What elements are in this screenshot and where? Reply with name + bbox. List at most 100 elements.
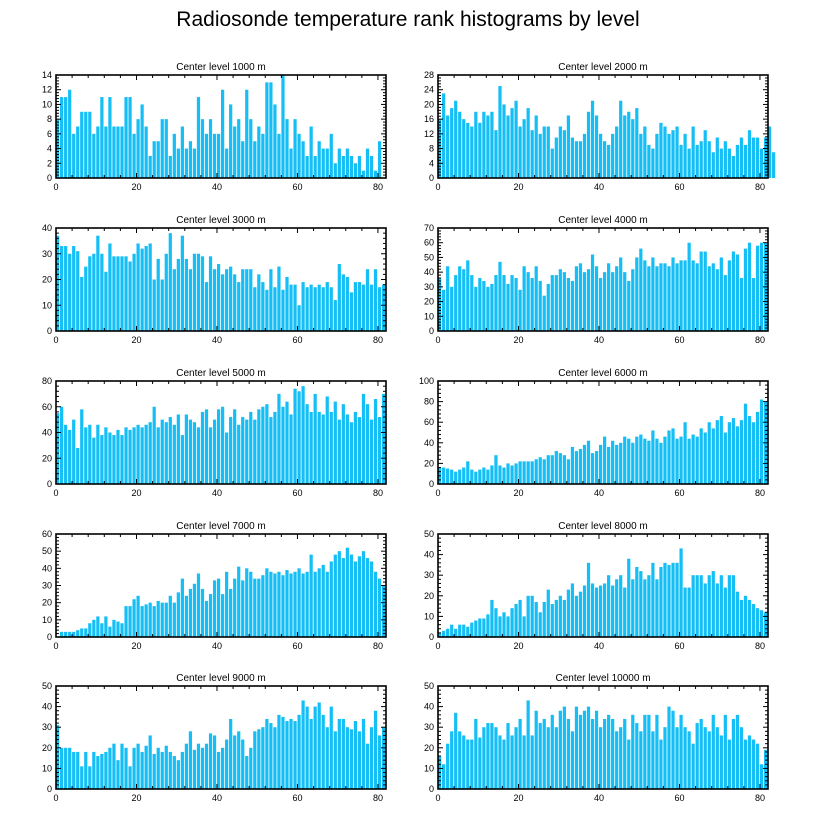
histogram-bar bbox=[450, 286, 454, 331]
histogram-bar bbox=[80, 628, 84, 637]
histogram-bar bbox=[647, 575, 651, 637]
histogram-bar bbox=[64, 97, 68, 178]
histogram-bar bbox=[349, 729, 354, 789]
histogram-bar bbox=[446, 743, 450, 789]
histogram-bar bbox=[574, 141, 579, 178]
histogram-bar bbox=[711, 152, 715, 178]
histogram-bar bbox=[623, 587, 627, 637]
histogram-bar bbox=[582, 272, 587, 331]
histogram-bar bbox=[586, 706, 591, 789]
histogram-bar bbox=[184, 258, 189, 331]
histogram-bar bbox=[112, 619, 116, 637]
histogram-bar bbox=[643, 714, 647, 789]
histogram-bar bbox=[759, 399, 764, 484]
histogram-bar bbox=[651, 731, 655, 789]
histogram-bar bbox=[719, 575, 723, 637]
histogram-bar bbox=[603, 718, 607, 789]
histogram-bar bbox=[751, 278, 756, 331]
histogram-bar bbox=[64, 246, 68, 331]
histogram-bar bbox=[305, 706, 309, 789]
histogram-bar bbox=[245, 568, 249, 637]
histogram-bar bbox=[550, 714, 554, 789]
histogram-bar bbox=[377, 735, 382, 789]
histogram-panel: Center level 4000 m 0 20 40 60 80 0 10 20 30 40 50 6… bbox=[424, 215, 769, 345]
plot-frame bbox=[55, 74, 387, 179]
histogram-panel: Center level 6000 m 0 20 40 60 80 0 20 40 60 80 100 bbox=[419, 368, 769, 498]
histogram-bar bbox=[643, 438, 647, 484]
histogram-bar bbox=[164, 602, 168, 637]
histogram-bar bbox=[241, 141, 245, 178]
histogram-bar bbox=[651, 148, 655, 178]
histogram-bar bbox=[333, 401, 337, 484]
histogram-bar bbox=[494, 275, 498, 331]
histogram-bar bbox=[233, 578, 237, 637]
x-tick-label: 20 bbox=[131, 793, 141, 803]
histogram-bar bbox=[144, 246, 148, 331]
histogram-bar bbox=[474, 620, 478, 637]
y-tick-label: 8 bbox=[47, 114, 52, 124]
histogram-bar bbox=[345, 414, 349, 484]
histogram-bar bbox=[241, 580, 245, 637]
plot-frame bbox=[437, 685, 769, 790]
x-tick-label: 40 bbox=[594, 793, 604, 803]
histogram-bar bbox=[486, 723, 490, 789]
histogram-bar bbox=[474, 111, 478, 178]
histogram-bar bbox=[747, 130, 752, 178]
histogram-bar bbox=[731, 718, 736, 789]
y-tick-label: 0 bbox=[47, 632, 52, 642]
panel-title: Center level 7000 m bbox=[176, 521, 266, 532]
histogram-bar bbox=[245, 269, 249, 331]
histogram-bar bbox=[446, 628, 450, 637]
histogram-bar bbox=[132, 747, 136, 789]
x-tick-label: 80 bbox=[755, 793, 765, 803]
histogram-bar bbox=[578, 141, 583, 178]
histogram-bar bbox=[333, 163, 337, 178]
histogram-bar bbox=[208, 733, 213, 789]
histogram-bar bbox=[603, 583, 607, 637]
histogram-bar bbox=[84, 751, 88, 789]
histogram-bar bbox=[128, 97, 132, 178]
y-tick-label: 60 bbox=[424, 238, 434, 248]
histogram-bar bbox=[715, 420, 719, 484]
histogram-bar bbox=[305, 287, 309, 331]
histogram-bar bbox=[80, 409, 84, 484]
histogram-bar bbox=[578, 714, 583, 789]
x-tick-label: 20 bbox=[513, 793, 523, 803]
histogram-bar bbox=[285, 570, 289, 637]
histogram-bar bbox=[743, 595, 748, 637]
histogram-bar bbox=[755, 411, 760, 484]
histogram-bar bbox=[719, 257, 723, 331]
histogram-bar bbox=[180, 751, 184, 789]
histogram-bar bbox=[196, 573, 201, 637]
histogram-bar bbox=[273, 287, 277, 331]
histogram-bar bbox=[357, 417, 362, 484]
histogram-bar bbox=[667, 133, 671, 178]
histogram-bar bbox=[747, 416, 752, 484]
histogram-bar bbox=[377, 141, 382, 178]
histogram-bar bbox=[611, 718, 615, 789]
histogram-bar bbox=[76, 126, 80, 178]
histogram-bar bbox=[337, 551, 341, 637]
histogram-bar bbox=[735, 426, 740, 484]
histogram-bar bbox=[333, 731, 337, 789]
histogram-bar bbox=[735, 714, 740, 789]
histogram-bar bbox=[538, 280, 542, 331]
histogram-bar bbox=[160, 119, 164, 178]
histogram-bar bbox=[233, 274, 237, 331]
histogram-bar bbox=[586, 111, 591, 178]
histogram-bar bbox=[607, 144, 611, 178]
histogram-bar bbox=[659, 739, 663, 789]
x-tick-label: 0 bbox=[53, 488, 58, 498]
histogram-bar bbox=[76, 251, 80, 331]
histogram-bar bbox=[281, 716, 285, 789]
histogram-bar bbox=[221, 274, 225, 331]
histogram-bar bbox=[325, 148, 329, 178]
histogram-bar bbox=[273, 573, 277, 637]
histogram-bar bbox=[196, 97, 201, 178]
x-tick-label: 60 bbox=[674, 182, 684, 192]
y-tick-label: 0 bbox=[429, 326, 434, 336]
histogram-bar bbox=[309, 718, 313, 789]
histogram-bar bbox=[470, 469, 474, 484]
histogram-bar bbox=[136, 119, 140, 178]
histogram-bar bbox=[172, 133, 176, 178]
